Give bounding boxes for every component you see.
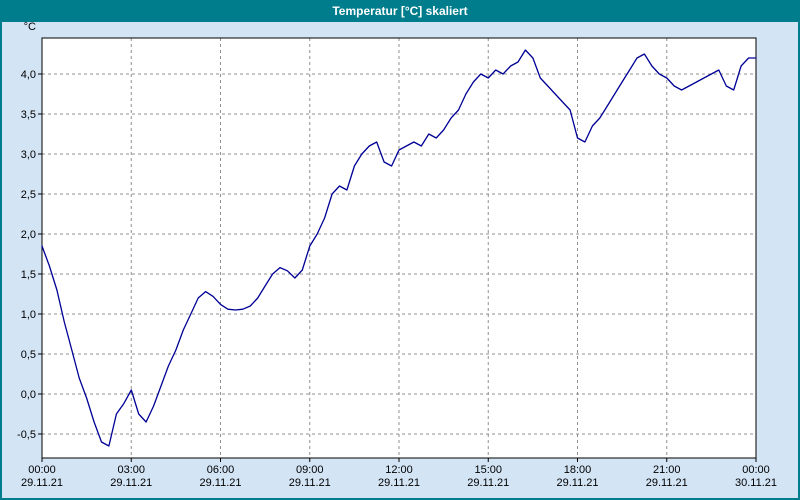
y-tick-label: 1,0 (21, 309, 36, 321)
y-tick-label: 3,0 (21, 149, 36, 161)
x-tick-date-label: 29.11.21 (556, 477, 598, 489)
y-tick-label: 4,0 (21, 69, 36, 81)
x-tick-date-label: 30.11.21 (735, 477, 777, 489)
x-tick-date-label: 29.11.21 (378, 477, 420, 489)
x-tick-date-label: 29.11.21 (289, 477, 331, 489)
plot-border (41, 37, 757, 459)
y-tick-label: 3,5 (21, 109, 36, 121)
x-tick-time-label: 00:00 (742, 464, 770, 476)
x-tick-time-label: 15:00 (474, 464, 502, 476)
x-tick-date-label: 29.11.21 (21, 477, 63, 489)
x-tick-date-label: 29.11.21 (199, 477, 241, 489)
y-tick-label: 2,0 (21, 229, 36, 241)
temperature-line (41, 49, 757, 447)
y-tick-label: 2,5 (21, 189, 36, 201)
x-tick-time-label: 18:00 (564, 464, 592, 476)
title-bar: Temperatur [°C] skaliert (0, 0, 800, 22)
y-axis-unit-label: °C (24, 21, 36, 33)
y-tick-label: 0,0 (21, 389, 36, 401)
window-title: Temperatur [°C] skaliert (332, 4, 468, 18)
x-tick-date-label: 29.11.21 (467, 477, 509, 489)
y-tick-label: 1,5 (21, 269, 36, 281)
y-tick-label: -0,5 (17, 429, 36, 441)
x-tick-date-label: 29.11.21 (646, 477, 688, 489)
x-tick-date-label: 29.11.21 (110, 477, 152, 489)
y-tick-label: 0,5 (21, 349, 36, 361)
x-tick-time-label: 00:00 (28, 464, 56, 476)
x-tick-time-label: 21:00 (653, 464, 681, 476)
x-tick-time-label: 03:00 (117, 464, 145, 476)
x-tick-time-label: 09:00 (296, 464, 324, 476)
x-tick-time-label: 12:00 (385, 464, 413, 476)
x-tick-time-label: 06:00 (207, 464, 235, 476)
